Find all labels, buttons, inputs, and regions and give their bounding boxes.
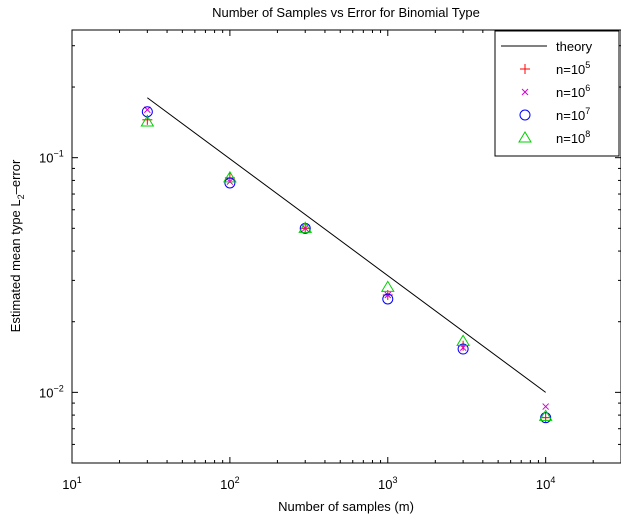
y-axis-label-subscript: 2 [16,194,26,199]
data-point-plus [540,412,551,423]
legend-marker-x [521,88,529,96]
legend-box [494,30,620,157]
data-point-triangle [456,334,470,346]
x-tick-label: 104 [536,475,555,492]
data-point-triangle [380,280,395,292]
legend-marker-circle [519,109,531,121]
data-point-circle [224,177,236,189]
data-point-circle [382,293,394,305]
data-point-circle [299,222,311,234]
legend-marker-triangle [518,131,532,143]
data-point-circle [457,343,469,355]
y-axis-label: Estimated mean type L2–error [8,159,26,332]
data-point-x [542,403,550,410]
series-line-theory [147,97,546,393]
x-tick-label: 102 [220,475,239,492]
data-point-triangle [538,409,553,421]
series-layer [140,97,553,424]
data-point-x [384,291,392,299]
x-axis-label: Number of samples (m) [278,499,414,514]
data-point-triangle [140,114,155,127]
legend-marker-plus [520,64,530,74]
x-tick-label: 103 [378,475,397,492]
chart-title: Number of Samples vs Error for Binomial … [212,5,480,20]
data-point-x [143,106,151,114]
legend-label: n=106 [556,83,590,100]
data-point-triangle [298,221,313,233]
y-axis-label-tail: –error [8,159,23,194]
data-point-triangle [223,170,237,183]
legend: theory n=105 n=106 n=107 n=108 [494,30,620,157]
y-axis-label-main: Estimated mean type L [8,199,23,332]
y-tick-label: 10−1 [39,149,64,166]
legend-label: n=105 [556,60,590,77]
data-point-circle [540,412,552,424]
legend-label: theory [556,39,593,54]
x-tick-label: 101 [62,475,81,492]
y-tick-label: 10−2 [39,383,64,400]
y-axis: 10−2 10−1 [39,45,621,464]
x-axis: 101 102 103 104 [62,30,621,492]
legend-label: n=107 [556,106,590,123]
legend-label: n=108 [556,129,590,146]
